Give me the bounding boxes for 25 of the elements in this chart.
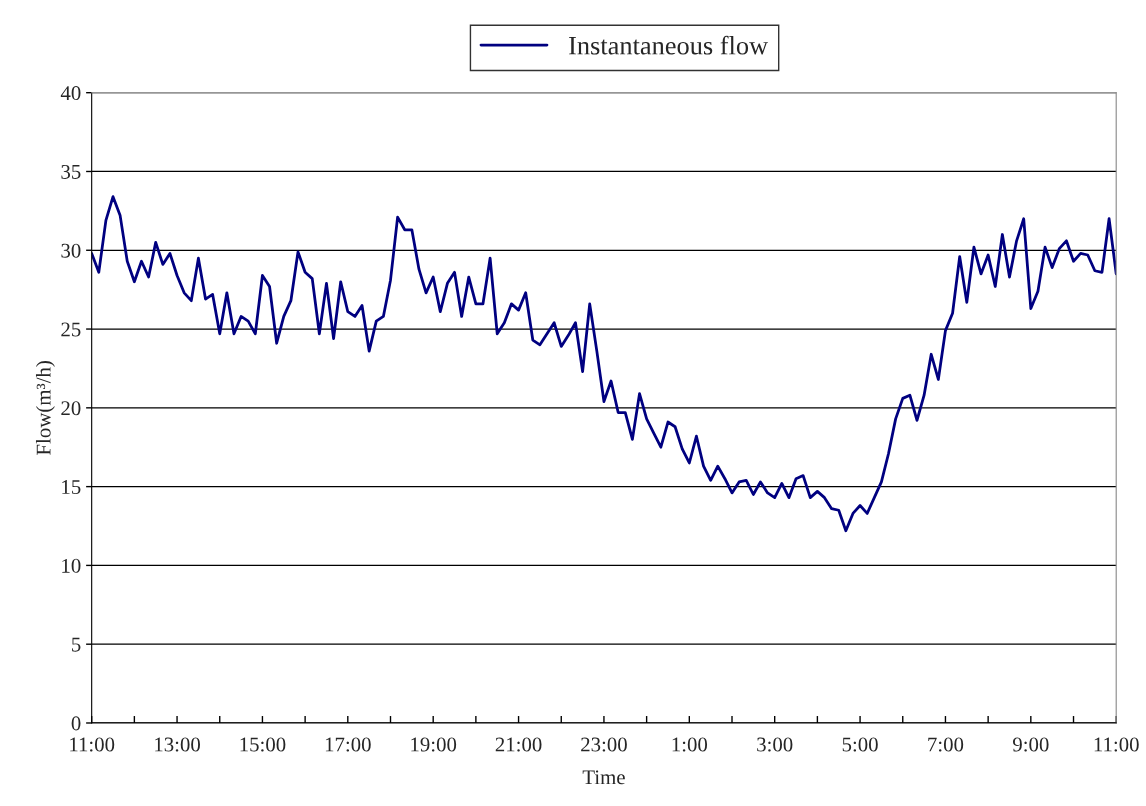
x-axis-title: Time (582, 770, 625, 785)
x-tick-label: 17:00 (325, 737, 371, 752)
y-tick-label: 25 (61, 322, 81, 337)
y-tick-label: 0 (71, 716, 81, 731)
x-tick-label: 19:00 (411, 737, 457, 752)
x-tick-label: 21:00 (495, 737, 542, 752)
y-tick-label: 15 (62, 480, 81, 495)
x-tick-label: 11:00 (70, 737, 115, 752)
y-tick-label: 20 (61, 401, 81, 416)
y-axis-title: Flow(m³/h) (35, 361, 55, 455)
y-tick-label: 5 (72, 637, 81, 652)
x-tick-label: 9:00 (1012, 737, 1049, 752)
y-tick-label: 30 (61, 243, 81, 258)
x-tick-label: 13:00 (155, 737, 200, 752)
x-tick-label: 23:00 (581, 737, 627, 752)
x-tick-label: 5:00 (842, 737, 878, 752)
x-tick-label: 3:00 (757, 737, 793, 752)
y-tick-label: 10 (62, 558, 81, 573)
y-tick-label: 35 (61, 164, 81, 179)
x-tick-label: 15:00 (240, 737, 286, 752)
x-tick-label: 7:00 (928, 737, 964, 752)
y-tick-label: 40 (60, 86, 81, 101)
legend-label: Instantaneous flow (569, 35, 769, 55)
x-tick-label: 11:00 (1094, 737, 1139, 752)
x-tick-label: 1:00 (672, 737, 708, 752)
